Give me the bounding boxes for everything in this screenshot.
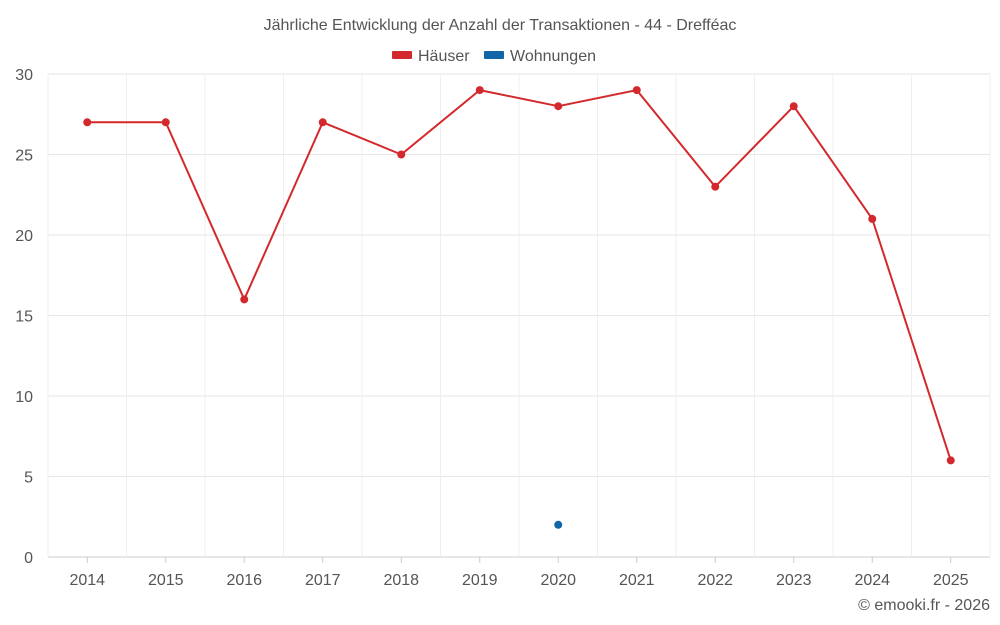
x-tick-label-2022: 2022 (697, 572, 733, 589)
point-haeuser-2021[interactable] (632, 86, 641, 95)
point-haeuser-2017[interactable] (318, 118, 327, 127)
legend: Häuser Wohnungen (392, 48, 596, 65)
x-axis: 2014 2015 2016 2017 2018 2019 2020 2021 2022 2023… (69, 557, 969, 589)
point-haeuser-2020[interactable] (554, 102, 563, 111)
y-tick-label: 20 (15, 228, 33, 245)
series-line-haeuser (87, 89, 952, 461)
chart-title: Jährliche Entwicklung der Anzahl der Tra… (264, 17, 737, 34)
legend-item-haeuser[interactable]: Häuser (392, 48, 470, 65)
point-haeuser-2023[interactable] (789, 102, 798, 111)
credit: © emooki.fr - 2026 (858, 597, 990, 614)
x-tick-label-2023: 2023 (776, 572, 812, 589)
point-haeuser-2025[interactable] (946, 456, 955, 465)
point-haeuser-2018[interactable] (397, 150, 406, 159)
y-axis: 0 5 10 15 20 25 30 (15, 67, 33, 567)
y-tick-label: 25 (15, 148, 33, 165)
legend-item-wohnungen[interactable]: Wohnungen (484, 48, 596, 65)
x-tick-label-2014: 2014 (69, 572, 105, 589)
y-tick-label: 0 (24, 550, 33, 567)
legend-label-wohnungen: Wohnungen (510, 48, 596, 65)
y-tick-label: 15 (15, 309, 33, 326)
legend-swatch-haeuser (392, 51, 412, 59)
y-tick-label: 10 (15, 389, 33, 406)
y-tick-label: 30 (15, 67, 33, 84)
point-wohnungen-2020[interactable] (554, 520, 563, 529)
x-tick-label-2019: 2019 (462, 572, 498, 589)
point-haeuser-2016[interactable] (240, 295, 249, 304)
x-tick-label-2018: 2018 (383, 572, 419, 589)
x-tick-label-2017: 2017 (305, 572, 341, 589)
point-haeuser-2022[interactable] (711, 182, 720, 191)
series-layer (83, 86, 955, 529)
x-tick-label-2016: 2016 (226, 572, 262, 589)
point-haeuser-2015[interactable] (161, 118, 170, 127)
x-tick-label-2024: 2024 (854, 572, 890, 589)
legend-swatch-wohnungen (484, 51, 504, 59)
x-tick-label-2025: 2025 (933, 572, 969, 589)
point-haeuser-2014[interactable] (83, 118, 92, 127)
x-tick-label-2015: 2015 (148, 572, 184, 589)
x-tick-label-2021: 2021 (619, 572, 655, 589)
point-haeuser-2024[interactable] (868, 214, 877, 223)
grid (47, 73, 991, 558)
point-haeuser-2019[interactable] (475, 86, 484, 95)
x-tick-label-2020: 2020 (540, 572, 576, 589)
y-tick-label: 5 (24, 470, 33, 487)
legend-label-haeuser: Häuser (418, 48, 470, 65)
